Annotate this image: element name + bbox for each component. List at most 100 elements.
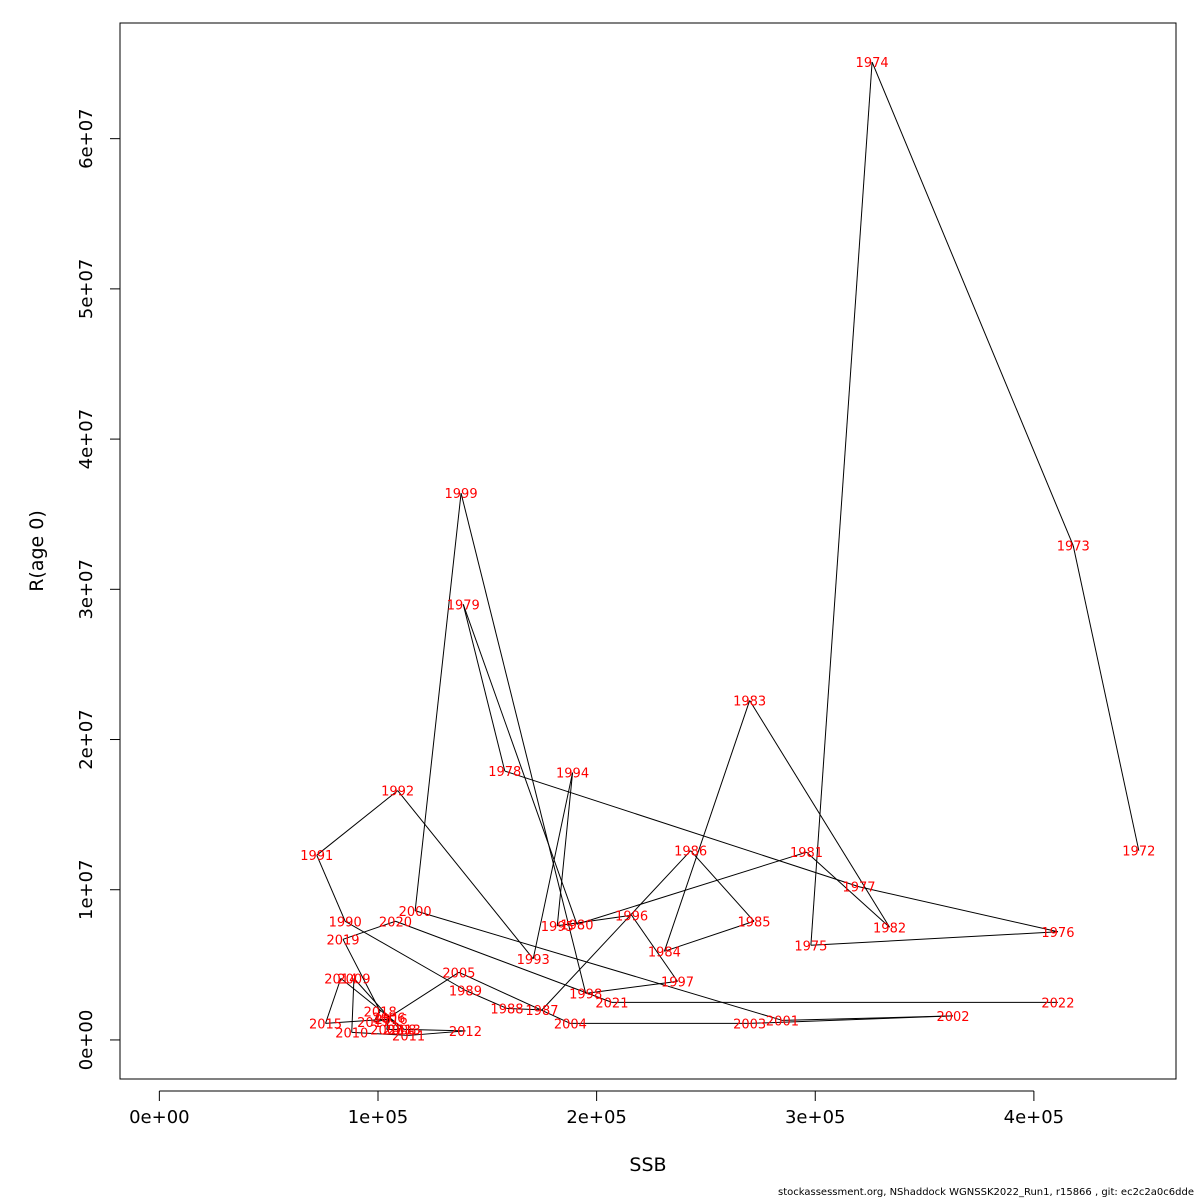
y-tick-label: 3e+07 [76, 559, 97, 620]
year-label: 1974 [856, 56, 889, 71]
y-tick-label: 6e+07 [76, 108, 97, 169]
year-label: 1996 [615, 909, 648, 924]
year-label: 2004 [554, 1017, 587, 1032]
series-segment [576, 851, 807, 925]
year-label: 2008 [383, 1023, 416, 1038]
series-segment [462, 604, 578, 925]
y-tick-label: 4e+07 [76, 409, 97, 470]
series-segment [810, 931, 1058, 946]
y-tick-label: 0e+00 [76, 1010, 97, 1071]
series-segment [465, 989, 508, 1009]
year-label: 1983 [733, 694, 766, 709]
series-segment [749, 700, 891, 928]
year-label: 2009 [337, 972, 370, 987]
series-segment [395, 920, 613, 1003]
x-tick-label: 1e+05 [348, 1107, 409, 1128]
x-tick-label: 4e+05 [1004, 1107, 1065, 1128]
x-tick-label: 2e+05 [566, 1107, 627, 1128]
series-segment [414, 493, 462, 911]
series-segment [342, 939, 381, 1012]
series-segment [810, 62, 873, 946]
year-label: 1994 [556, 767, 589, 782]
year-label: 2018 [364, 1005, 397, 1020]
year-label: 2006 [372, 1011, 405, 1026]
year-label: 2022 [1041, 996, 1074, 1011]
year-label: 2011 [392, 1029, 425, 1044]
year-label: 2016 [375, 1013, 408, 1028]
series-segment [316, 790, 398, 856]
y-axis-title: R(age 0) [26, 510, 48, 592]
year-label: 2015 [309, 1017, 342, 1032]
series-segment [325, 1018, 392, 1024]
year-label: 1984 [648, 945, 681, 960]
series-segment [397, 790, 534, 960]
year-label: 2002 [936, 1010, 969, 1025]
series-segment [557, 914, 632, 927]
year-label: 1986 [674, 845, 707, 860]
x-axis-title: SSB [629, 1154, 666, 1176]
series-segment [316, 854, 346, 922]
year-label: 1975 [794, 939, 827, 954]
year-label: 1992 [381, 785, 414, 800]
year-label: 2003 [733, 1017, 766, 1032]
year-label: 1995 [541, 920, 574, 935]
year-label: 1991 [300, 849, 333, 864]
series-segment [858, 886, 1059, 933]
footer-credit: stockassessment.org, NShaddock WGNSSK202… [778, 1187, 1194, 1198]
series-segment [585, 980, 678, 994]
year-label: 1987 [525, 1004, 558, 1019]
series-segment [351, 1031, 409, 1036]
y-tick-label: 2e+07 [76, 709, 97, 770]
series-segment [458, 971, 571, 1024]
year-label: 1977 [842, 881, 875, 896]
year-label: 1997 [661, 975, 694, 990]
year-label: 2007 [370, 1023, 403, 1038]
recruitment-series [316, 61, 1140, 1036]
series-segment [631, 914, 678, 982]
series-segment [342, 920, 396, 940]
year-label: 2021 [595, 996, 628, 1011]
series-segment [351, 978, 355, 1033]
series-segment [871, 61, 1074, 546]
series-segment [690, 850, 755, 922]
series-segment [408, 1030, 466, 1036]
series-segment [460, 493, 587, 994]
year-label: 1973 [1057, 540, 1090, 555]
year-label: 1990 [329, 915, 362, 930]
year-label: 1976 [1041, 926, 1074, 941]
series-segment [344, 920, 466, 991]
year-label: 1989 [449, 984, 482, 999]
year-label: 2017 [357, 1016, 390, 1031]
year-label: 1978 [488, 765, 521, 780]
series-segment [373, 1018, 392, 1023]
year-label: 2000 [399, 905, 432, 920]
series-segment [556, 772, 574, 926]
series-segment [663, 700, 751, 952]
year-label: 1982 [873, 921, 906, 936]
year-label: 2014 [324, 972, 357, 987]
series-segment [325, 978, 342, 1024]
year-label: 2005 [442, 966, 475, 981]
series-segment [749, 1015, 954, 1024]
x-tick-label: 0e+00 [129, 1107, 190, 1128]
series-segment [806, 851, 890, 928]
series-segment [404, 1028, 466, 1032]
year-label: 1998 [569, 987, 602, 1002]
series-segment [353, 978, 401, 1030]
year-label: 1980 [560, 918, 593, 933]
series-segment [373, 1011, 381, 1023]
series-segment [664, 920, 755, 952]
year-label: 1981 [790, 846, 823, 861]
y-axis: 0e+00 1e+07 2e+07 3e+07 4e+07 5e+07 6e+07 [76, 108, 121, 1071]
series-segment [504, 770, 860, 888]
year-labels: 1972 1973 1974 1975 1976 1977 1978 1979 1980 1981… [300, 56, 1155, 1044]
year-label: 2001 [766, 1014, 799, 1029]
series-segment [340, 977, 405, 1030]
year-label: 1999 [445, 487, 478, 502]
x-axis: 0e+00 1e+05 2e+05 3e+05 4e+05 [129, 1090, 1065, 1128]
x-tick-label: 3e+05 [785, 1107, 846, 1128]
year-label: 1985 [737, 915, 770, 930]
series-segment [1072, 545, 1140, 851]
year-label: 1988 [490, 1002, 523, 1017]
